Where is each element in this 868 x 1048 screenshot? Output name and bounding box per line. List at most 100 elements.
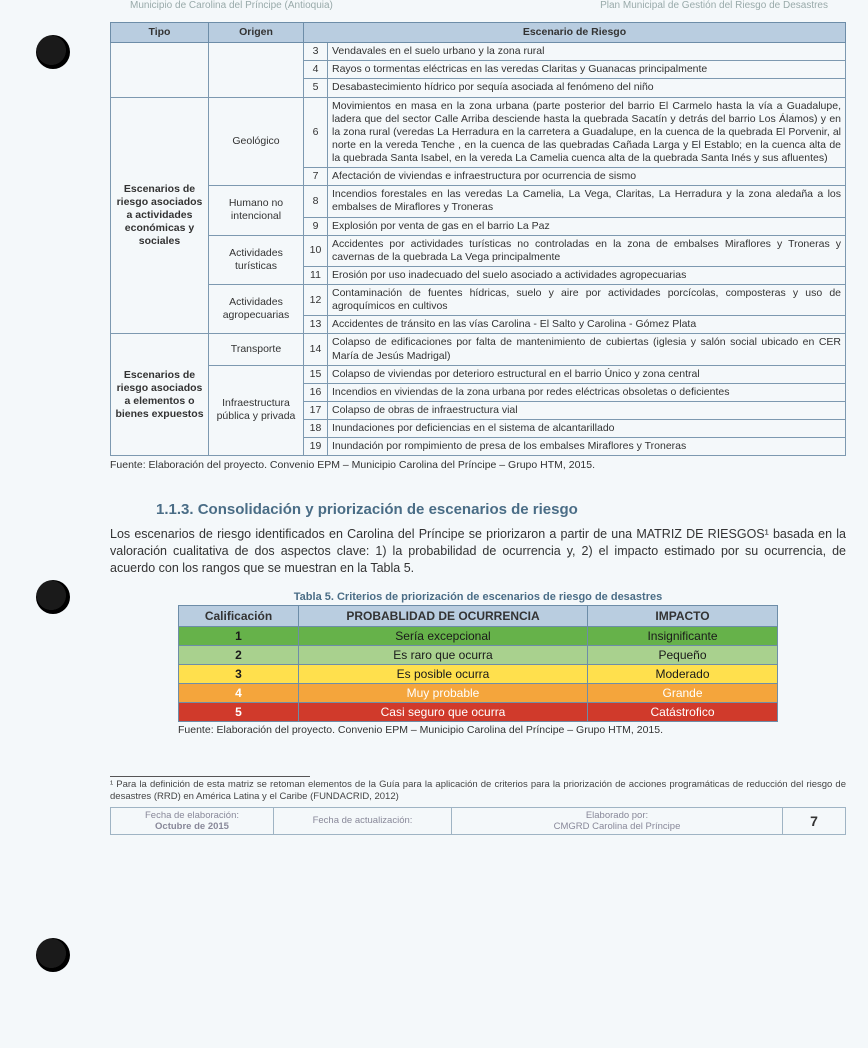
risk-scenarios-table: Tipo Origen Escenario de Riesgo 3Vendava… <box>110 22 846 456</box>
row-number: 12 <box>304 285 328 316</box>
criteria-table-title: Tabla 5. Criterios de priorización de es… <box>178 591 778 603</box>
table-row: 5Casi seguro que ocurraCatástrofico <box>179 702 778 721</box>
footer-cell-author: Elaborado por:CMGRD Carolina del Príncip… <box>452 807 783 834</box>
row-number: 4 <box>304 61 328 79</box>
footer-cell-elab: Fecha de elaboración:Octubre de 2015 <box>111 807 274 834</box>
scenario-text: Colapso de viviendas por deterioro estru… <box>328 365 846 383</box>
origen-cell: Geológico <box>209 97 304 186</box>
row-number: 10 <box>304 235 328 266</box>
prob-cell: Muy probable <box>299 683 588 702</box>
cal-cell: 1 <box>179 626 299 645</box>
scenario-text: Incendios forestales en las veredas La C… <box>328 186 846 217</box>
origen-cell: Actividades agropecuarias <box>209 285 304 334</box>
cal-cell: 3 <box>179 664 299 683</box>
table-row: 1Sería excepcionalInsignificante <box>179 626 778 645</box>
row-number: 14 <box>304 334 328 365</box>
th-origen: Origen <box>209 23 304 43</box>
th-calificacion: Calificación <box>179 605 299 626</box>
row-number: 11 <box>304 266 328 284</box>
scenario-text: Colapso de edificaciones por falta de ma… <box>328 334 846 365</box>
table-row: 3Vendavales en el suelo urbano y la zona… <box>111 43 846 61</box>
section-paragraph: Los escenarios de riesgo identificados e… <box>110 526 846 577</box>
scenario-text: Colapso de obras de infraestructura vial <box>328 401 846 419</box>
row-number: 15 <box>304 365 328 383</box>
table-row: 2Es raro que ocurraPequeño <box>179 645 778 664</box>
tipo-cell <box>111 43 209 97</box>
table-row: Escenarios de riesgo asociados a activid… <box>111 97 846 168</box>
header-right: Plan Municipal de Gestión del Riesgo de … <box>600 0 828 20</box>
imp-cell: Grande <box>588 683 778 702</box>
table-row: Escenarios de riesgo asociados a element… <box>111 334 846 365</box>
scenario-text: Vendavales en el suelo urbano y la zona … <box>328 43 846 61</box>
th-impacto: IMPACTO <box>588 605 778 626</box>
origen-cell: Actividades turísticas <box>209 235 304 284</box>
row-number: 7 <box>304 168 328 186</box>
scenario-text: Rayos o tormentas eléctricas en las vere… <box>328 61 846 79</box>
origen-cell <box>209 43 304 97</box>
cal-cell: 4 <box>179 683 299 702</box>
origen-cell: Humano no intencional <box>209 186 304 235</box>
scenario-text: Desabastecimiento hídrico por sequía aso… <box>328 79 846 97</box>
th-tipo: Tipo <box>111 23 209 43</box>
scenario-text: Inundación por rompimiento de presa de l… <box>328 438 846 456</box>
imp-cell: Moderado <box>588 664 778 683</box>
risk-table-caption: Fuente: Elaboración del proyecto. Conven… <box>110 459 846 471</box>
row-number: 5 <box>304 79 328 97</box>
section-title: 1.1.3. Consolidación y priorización de e… <box>156 501 846 518</box>
tipo-cell: Escenarios de riesgo asociados a activid… <box>111 97 209 334</box>
origen-cell: Infraestructura pública y privada <box>209 365 304 456</box>
scenario-text: Explosión por venta de gas en el barrio … <box>328 217 846 235</box>
scenario-text: Incendios en viviendas de la zona urbana… <box>328 383 846 401</box>
th-probabilidad: PROBABLIDAD DE OCURRENCIA <box>299 605 588 626</box>
origen-cell: Transporte <box>209 334 304 365</box>
header-left: Municipio de Carolina del Príncipe (Anti… <box>130 0 333 20</box>
tipo-cell: Escenarios de riesgo asociados a element… <box>111 334 209 456</box>
table-row: Infraestructura pública y privada15Colap… <box>111 365 846 383</box>
scenario-text: Contaminación de fuentes hídricas, suelo… <box>328 285 846 316</box>
imp-cell: Pequeño <box>588 645 778 664</box>
cal-cell: 2 <box>179 645 299 664</box>
row-number: 18 <box>304 420 328 438</box>
prob-cell: Es posible ocurra <box>299 664 588 683</box>
footer-info-box: Fecha de elaboración:Octubre de 2015 Fec… <box>110 807 846 835</box>
scenario-text: Accidentes de tránsito en las vías Carol… <box>328 316 846 334</box>
footer-cell-actual: Fecha de actualización: <box>274 807 452 834</box>
row-number: 9 <box>304 217 328 235</box>
table-row: Actividades turísticas10Accidentes por a… <box>111 235 846 266</box>
scenario-text: Movimientos en masa en la zona urbana (p… <box>328 97 846 168</box>
prob-cell: Es raro que ocurra <box>299 645 588 664</box>
imp-cell: Catástrofico <box>588 702 778 721</box>
punch-hole-icon <box>36 938 70 972</box>
table-header-row: Tipo Origen Escenario de Riesgo <box>111 23 846 43</box>
footnote-text: ¹ Para la definición de esta matriz se r… <box>110 779 846 803</box>
cal-cell: 5 <box>179 702 299 721</box>
row-number: 8 <box>304 186 328 217</box>
criteria-table: Calificación PROBABLIDAD DE OCURRENCIA I… <box>178 605 778 722</box>
footnote-rule <box>110 776 310 777</box>
table-row: Actividades agropecuarias12Contaminación… <box>111 285 846 316</box>
row-number: 19 <box>304 438 328 456</box>
prob-cell: Sería excepcional <box>299 626 588 645</box>
punch-hole-icon <box>36 580 70 614</box>
scenario-text: Erosión por uso inadecuado del suelo aso… <box>328 266 846 284</box>
table-row: 3Es posible ocurraModerado <box>179 664 778 683</box>
row-number: 13 <box>304 316 328 334</box>
scenario-text: Inundaciones por deficiencias en el sist… <box>328 420 846 438</box>
footer-page-number: 7 <box>783 807 846 834</box>
table-header-row: Calificación PROBABLIDAD DE OCURRENCIA I… <box>179 605 778 626</box>
page-header-cut: Municipio de Carolina del Príncipe (Anti… <box>110 0 848 20</box>
imp-cell: Insignificante <box>588 626 778 645</box>
punch-hole-icon <box>36 35 70 69</box>
row-number: 6 <box>304 97 328 168</box>
table-row: Humano no intencional8Incendios forestal… <box>111 186 846 217</box>
th-escenario: Escenario de Riesgo <box>304 23 846 43</box>
row-number: 16 <box>304 383 328 401</box>
criteria-table-caption: Fuente: Elaboración del proyecto. Conven… <box>178 724 778 736</box>
page-content: Tipo Origen Escenario de Riesgo 3Vendava… <box>110 22 846 835</box>
row-number: 17 <box>304 401 328 419</box>
row-number: 3 <box>304 43 328 61</box>
scenario-text: Afectación de viviendas e infraestructur… <box>328 168 846 186</box>
scenario-text: Accidentes por actividades turísticas no… <box>328 235 846 266</box>
prob-cell: Casi seguro que ocurra <box>299 702 588 721</box>
table-row: 4Muy probableGrande <box>179 683 778 702</box>
